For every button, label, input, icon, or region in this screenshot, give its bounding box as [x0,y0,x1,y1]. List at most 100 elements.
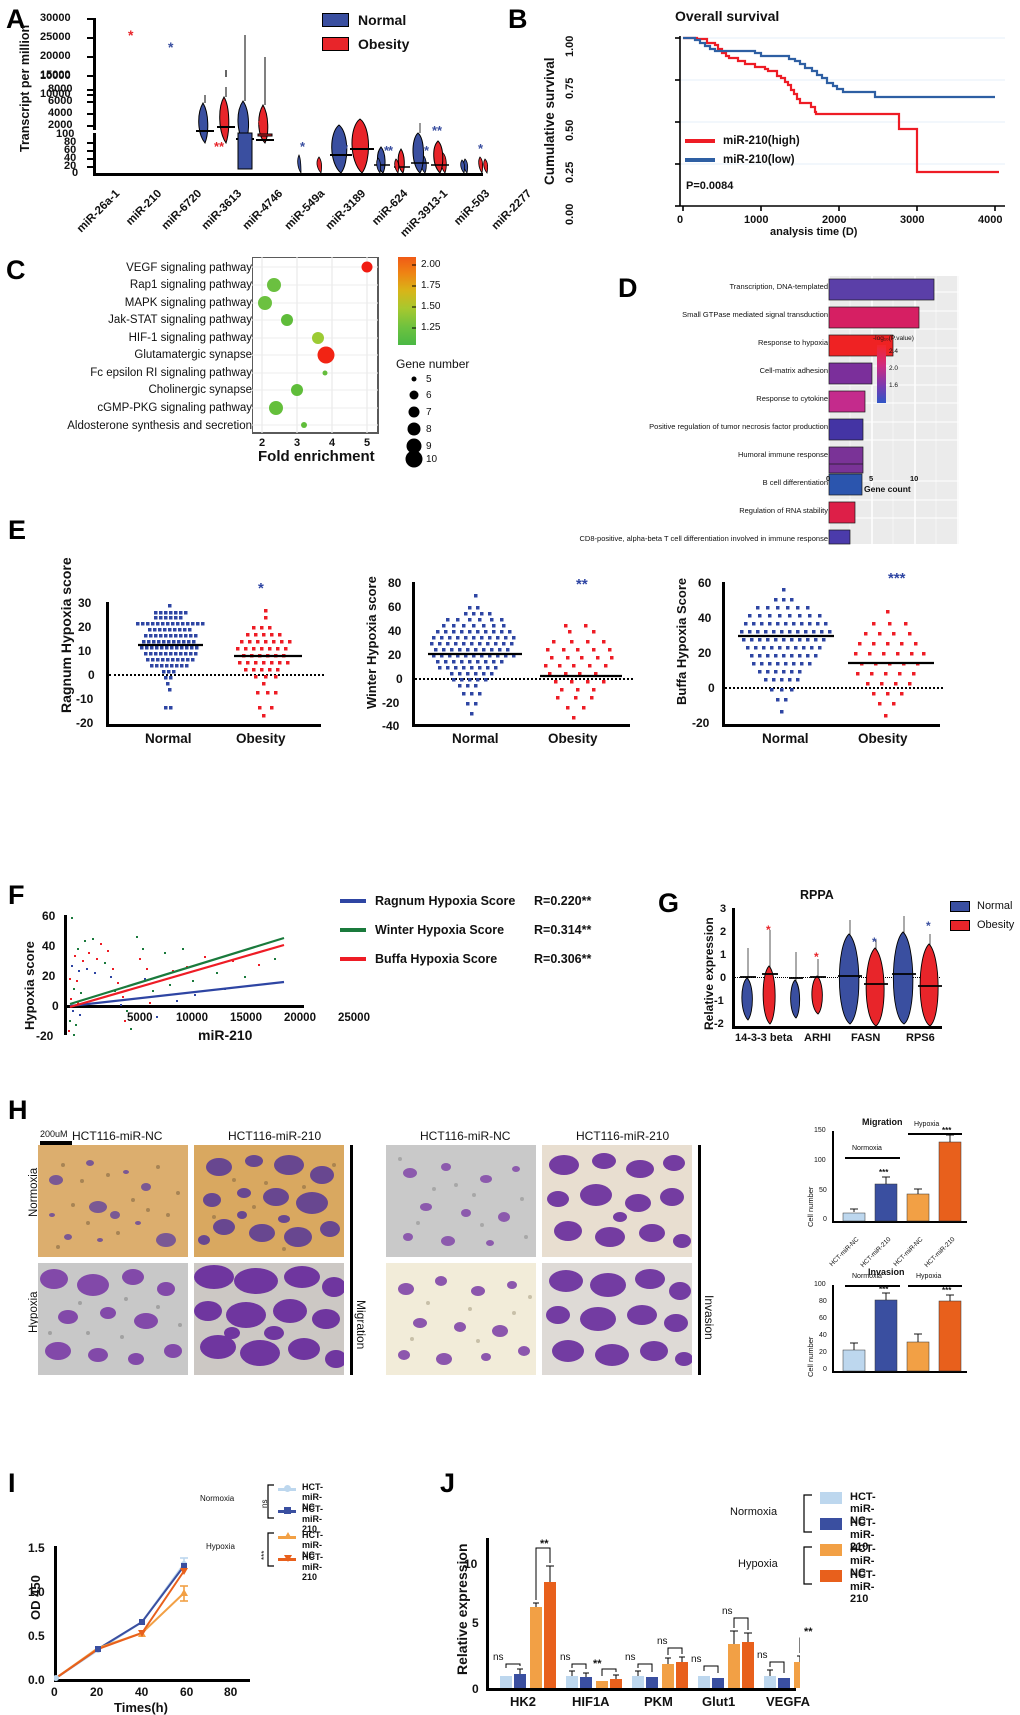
panel-i-xtick-80: 80 [224,1685,238,1699]
panel-b-legend-label-high: miR-210(high) [723,135,800,147]
panel-j-legend-swatch-210-normoxia [820,1518,842,1530]
panel-i-legend-label-210-normoxia: HCT-miR-210 [302,1504,323,1534]
panel-j-bars [500,1547,800,1688]
panel-j-legend-label-210-hypoxia: HCT-miR-210 [850,1569,876,1605]
panel-j-legend-label-nc-normoxia: HCT-miR-NC [850,1491,876,1527]
panel-h-mig-cond-hypoxia: Hypoxia [914,1121,940,1128]
panel-b-xtick: 0 [677,214,684,226]
panel-g-cat-rps6: RPS6 [906,1032,935,1044]
panel-g-legend-label-obesity: Obesity [977,919,1015,931]
panel-a-legend-label-normal: Normal [358,12,407,28]
panel-i-label: I [8,1468,16,1498]
panel-f-legend-r-ragnum: R=0.220** [534,894,592,908]
panel-e-subplot-3: Buffa Hypoxia Score 60 40 20 0 -20 [660,523,950,746]
panel-j-label: J [440,1468,455,1498]
panel-b-legend-line-low [685,158,715,162]
panel-f-ytick-40: 40 [42,939,56,953]
panel-e3-cat-normal: Normal [762,731,809,746]
panel-b-label: B [508,4,528,34]
panel-j-yaxis [486,1538,489,1690]
panel-d-colorbar-tick-2: 1.6 [889,382,899,389]
panel-e1-ytick: -10 [76,692,94,706]
panel-f-legend-line-ragnum [340,899,366,903]
panel-e1-cat-normal: Normal [145,731,192,746]
panel-a-ytick: 0 [72,167,79,179]
panel-a-sig-mir26a1: * [128,27,134,43]
panel-b-ytick: 0.00 [564,203,576,225]
panel-e1-ylabel: Ragnum Hypoxia score [58,557,74,713]
panel-c-size-legend-dot-10 [405,450,423,468]
panel-i-legend-label-nc-hypoxia: HCT-miR-NC [302,1530,323,1560]
panel-e1-ytick: 10 [78,644,92,658]
panel-a-legend: Normal Obesity [322,12,409,52]
panel-h-group-label-migration: Migration [354,1300,368,1350]
panel-b: B Overall survival Cumulative survival 0… [500,0,1020,238]
panel-e1-significance: * [258,580,264,597]
panel-d-term-4: Response to cytokine [756,394,828,403]
panel-a-axis-seg3 [93,133,96,173]
panel-g-legend-swatch-normal [950,900,970,912]
panel-c-label: C [6,255,26,285]
panel-a-tickmark [87,18,94,20]
panel-g-sig-rps6: * [926,919,931,933]
panel-a-tickmark [87,75,94,77]
panel-c-xtick-4: 4 [329,437,336,449]
panel-j-cat-hk2: HK2 [510,1694,537,1709]
panel-c-size-legend-10: 10 [426,454,438,465]
panel-b-ytick: 0.50 [564,119,576,141]
panel-f-ytick-20: 20 [42,969,56,983]
panel-i-xtick-60: 60 [180,1685,194,1699]
panel-f-ytick-60: 60 [42,909,56,923]
panel-f-scatter [68,917,285,1036]
panel-a-tickmark [87,89,94,91]
panel-i-legend-cond-hypoxia: Hypoxia [206,1542,235,1551]
panel-b-xtick: 3000 [900,214,925,226]
panel-c-size-legend-7: 7 [426,407,432,418]
panel-a-tickmark [87,142,94,144]
panel-g-legend: Normal Obesity [950,900,1014,931]
panel-h-mig-cond-normoxia: Normoxia [852,1145,882,1152]
panel-g-ytick-1: 1 [720,949,727,961]
panel-d-term-3: Cell-matrix adhesion [759,366,828,375]
panel-j: J Normoxia HCT-miR-NC HCT-miR-210 Hypoxi… [400,1420,1020,1715]
panel-a-ytick: 10000 [40,88,71,100]
panel-h-mig-cond-line-normoxia [845,1157,900,1159]
panel-i-xtick-0: 0 [51,1685,58,1699]
panel-h-mig-ytick-0: 0 [823,1216,827,1223]
panel-h-group-label-invasion: Invasion [702,1295,716,1340]
panel-h-inv-ytick-80: 80 [819,1298,827,1305]
panel-c-term-5: Glutamatergic synapse [134,349,252,361]
panel-f-ylabel: Hypoxia score [22,941,37,1030]
panel-c-colorbar [398,257,416,345]
panel-e3-ytick: 60 [698,576,712,590]
panel-j-sig-hk2-normoxia: ns [493,1652,504,1663]
panel-g-zeroline [734,977,940,978]
panel-d-xlabel: Gene count [864,484,911,494]
panel-e2-ylabel: Winter Hypoxia score [364,576,379,709]
panel-c: C VEGF signaling pathway Rap1 signaling … [0,245,500,490]
panel-f-ytick-neg20: -20 [36,1029,54,1043]
panel-e3-ytick: 0 [708,681,715,695]
panel-d-xtick-10: 10 [910,474,919,483]
panel-a-tickmark [87,150,94,152]
panel-a-axis-seg2 [93,75,96,130]
panel-a-tickmark [87,166,94,168]
panel-c-colorbar-tick-3: 1.25 [421,322,441,333]
panel-h-inv-cond-hypoxia: Hypoxia [916,1273,942,1280]
panel-d-xtick-0: 0 [826,474,831,483]
panel-g-legend-label-normal: Normal [977,900,1013,912]
panel-e3-zeroline [725,687,943,689]
panel-a-sig-mir503: ** [432,123,443,138]
panel-h-inv-ytick-100: 100 [814,1281,826,1288]
panel-j-cat-glut1: Glut1 [702,1694,736,1709]
panel-c-xtick-3: 3 [294,437,301,449]
panel-b-ylabel: Cumulative survival [542,57,557,185]
panel-d-term-7: B cell differentiation [762,478,828,487]
panel-h-micro-mig-210-hypoxia [194,1263,344,1375]
panel-j-legend-swatch-nc-hypoxia [820,1544,842,1556]
panel-j-sig-vegfa-normoxia: ns [757,1650,768,1661]
panel-d-term-6: Humoral immune response [737,450,828,459]
panel-g-ytick-0: 0 [720,972,727,984]
panel-a-ytick: 10000 [40,70,71,82]
panel-i-legend-dot-nc-normoxia [284,1485,291,1492]
